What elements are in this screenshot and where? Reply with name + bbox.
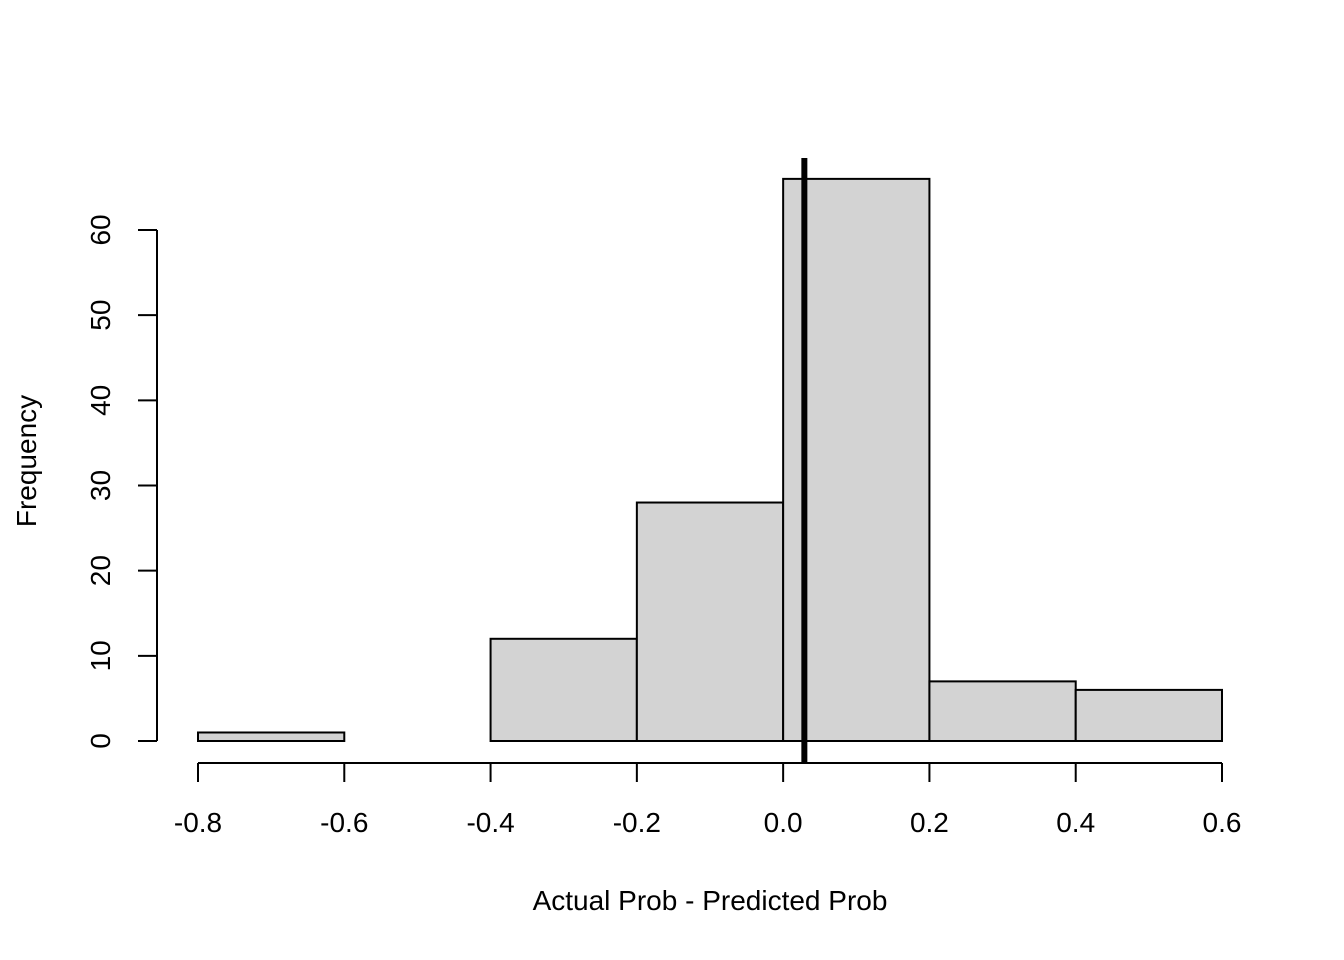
y-axis-label: Frequency xyxy=(11,395,42,527)
histogram-bar xyxy=(1074,688,1223,743)
y-tick-label: 20 xyxy=(85,555,116,586)
bars-group xyxy=(197,177,1223,743)
histogram-bar xyxy=(635,501,785,742)
y-tick-label: 40 xyxy=(85,385,116,416)
histogram-bar xyxy=(928,680,1077,742)
x-axis: -0.8 -0.6 -0.4 -0.2 0.0 0.2 0.4 0.6 xyxy=(174,762,1242,838)
x-axis-label: Actual Prob - Predicted Prob xyxy=(533,885,888,916)
x-tick-label: 0.0 xyxy=(764,807,803,838)
histogram-bar xyxy=(489,637,638,743)
y-tick-label: 10 xyxy=(85,640,116,671)
histogram-bar xyxy=(782,177,931,743)
y-tick-label: 0 xyxy=(85,733,116,749)
x-tick-label: -0.8 xyxy=(174,807,222,838)
x-tick-label: -0.6 xyxy=(320,807,368,838)
x-tick-label: -0.4 xyxy=(466,807,514,838)
y-tick-label: 30 xyxy=(85,470,116,501)
x-tick-label: 0.4 xyxy=(1056,807,1095,838)
x-tick-label: 0.6 xyxy=(1203,807,1242,838)
y-tick-label: 60 xyxy=(85,214,116,245)
histogram-bar xyxy=(197,731,346,742)
y-tick-label: 50 xyxy=(85,300,116,331)
x-tick-label: 0.2 xyxy=(910,807,949,838)
y-axis: 0 10 20 30 40 50 60 xyxy=(85,214,158,749)
x-tick-label: -0.2 xyxy=(613,807,661,838)
